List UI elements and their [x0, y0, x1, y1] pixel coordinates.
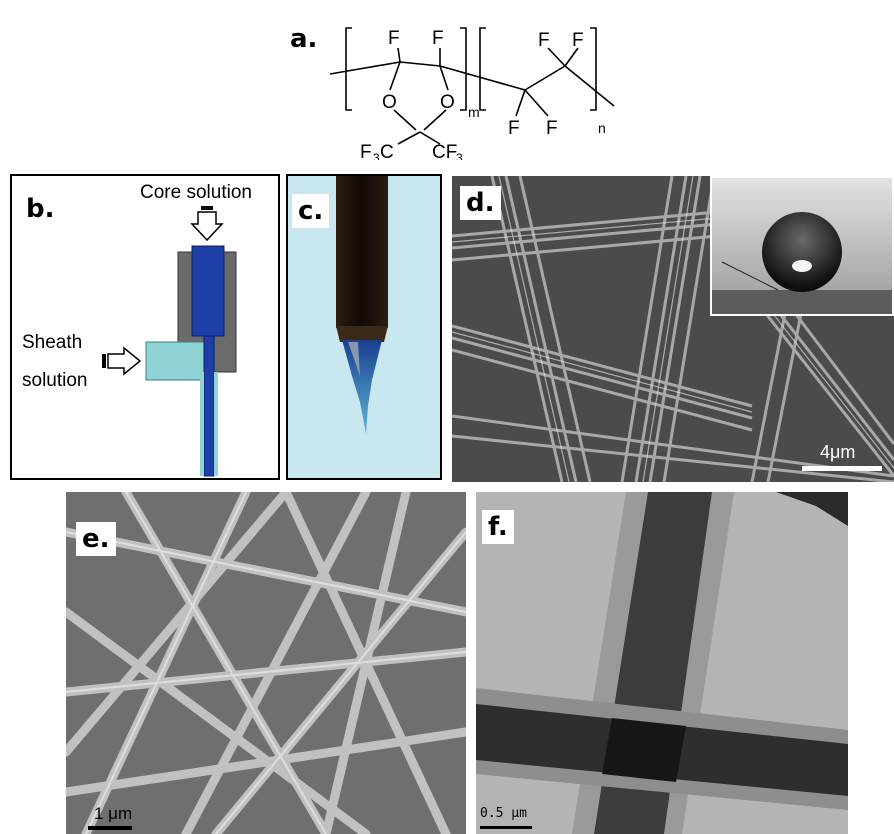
needle-photo — [336, 176, 388, 434]
svg-text:F: F — [388, 28, 400, 49]
sem-micrograph-e — [66, 492, 466, 834]
svg-text:C: C — [380, 142, 394, 160]
svg-text:F: F — [360, 142, 372, 160]
svg-text:F: F — [432, 28, 444, 49]
core-solution-label: Core solution — [140, 182, 252, 203]
sheath-label-line2: solution — [22, 370, 88, 391]
contact-angle-inset — [710, 176, 894, 316]
panel-e-letter: e. — [76, 522, 116, 556]
svg-text:F: F — [508, 118, 520, 139]
svg-text:3: 3 — [456, 151, 463, 160]
panel-c-letter: c. — [292, 194, 330, 228]
nozzle-diagram — [102, 206, 237, 477]
svg-text:F: F — [572, 30, 584, 51]
water-droplet-photo — [712, 178, 892, 314]
svg-text:O: O — [440, 92, 455, 113]
sheath-label-line1: Sheath — [22, 332, 83, 353]
panel-d: d. 4μm — [452, 176, 894, 482]
panel-f-letter: f. — [482, 510, 514, 544]
panel-a-letter: a. — [290, 24, 318, 54]
svg-text:O: O — [382, 92, 397, 113]
panel-d-letter: d. — [460, 186, 501, 220]
tem-micrograph-f — [476, 492, 848, 834]
svg-text:3: 3 — [373, 151, 380, 160]
scale-label-d: 4μm — [820, 442, 856, 462]
panel-b-letter: b. — [26, 194, 55, 224]
subscript-n: n — [598, 120, 606, 136]
panel-c: c. — [286, 174, 442, 480]
panel-f: f. 0.5 μm — [476, 492, 848, 834]
svg-text:F: F — [546, 118, 558, 139]
scale-bar-f — [480, 826, 532, 829]
svg-text:F: F — [538, 30, 550, 51]
panel-a: a. — [290, 10, 630, 160]
panel-e: e. 1 μm — [66, 492, 466, 834]
scale-label-e: 1 μm — [94, 804, 133, 823]
subscript-m: m — [468, 104, 480, 120]
scale-bar-d — [802, 466, 882, 471]
scale-label-f: 0.5 μm — [480, 806, 527, 821]
panel-b: b. Core solution Sheath solution — [10, 174, 280, 480]
scale-bar-e — [88, 826, 132, 830]
svg-text:CF: CF — [432, 142, 457, 160]
